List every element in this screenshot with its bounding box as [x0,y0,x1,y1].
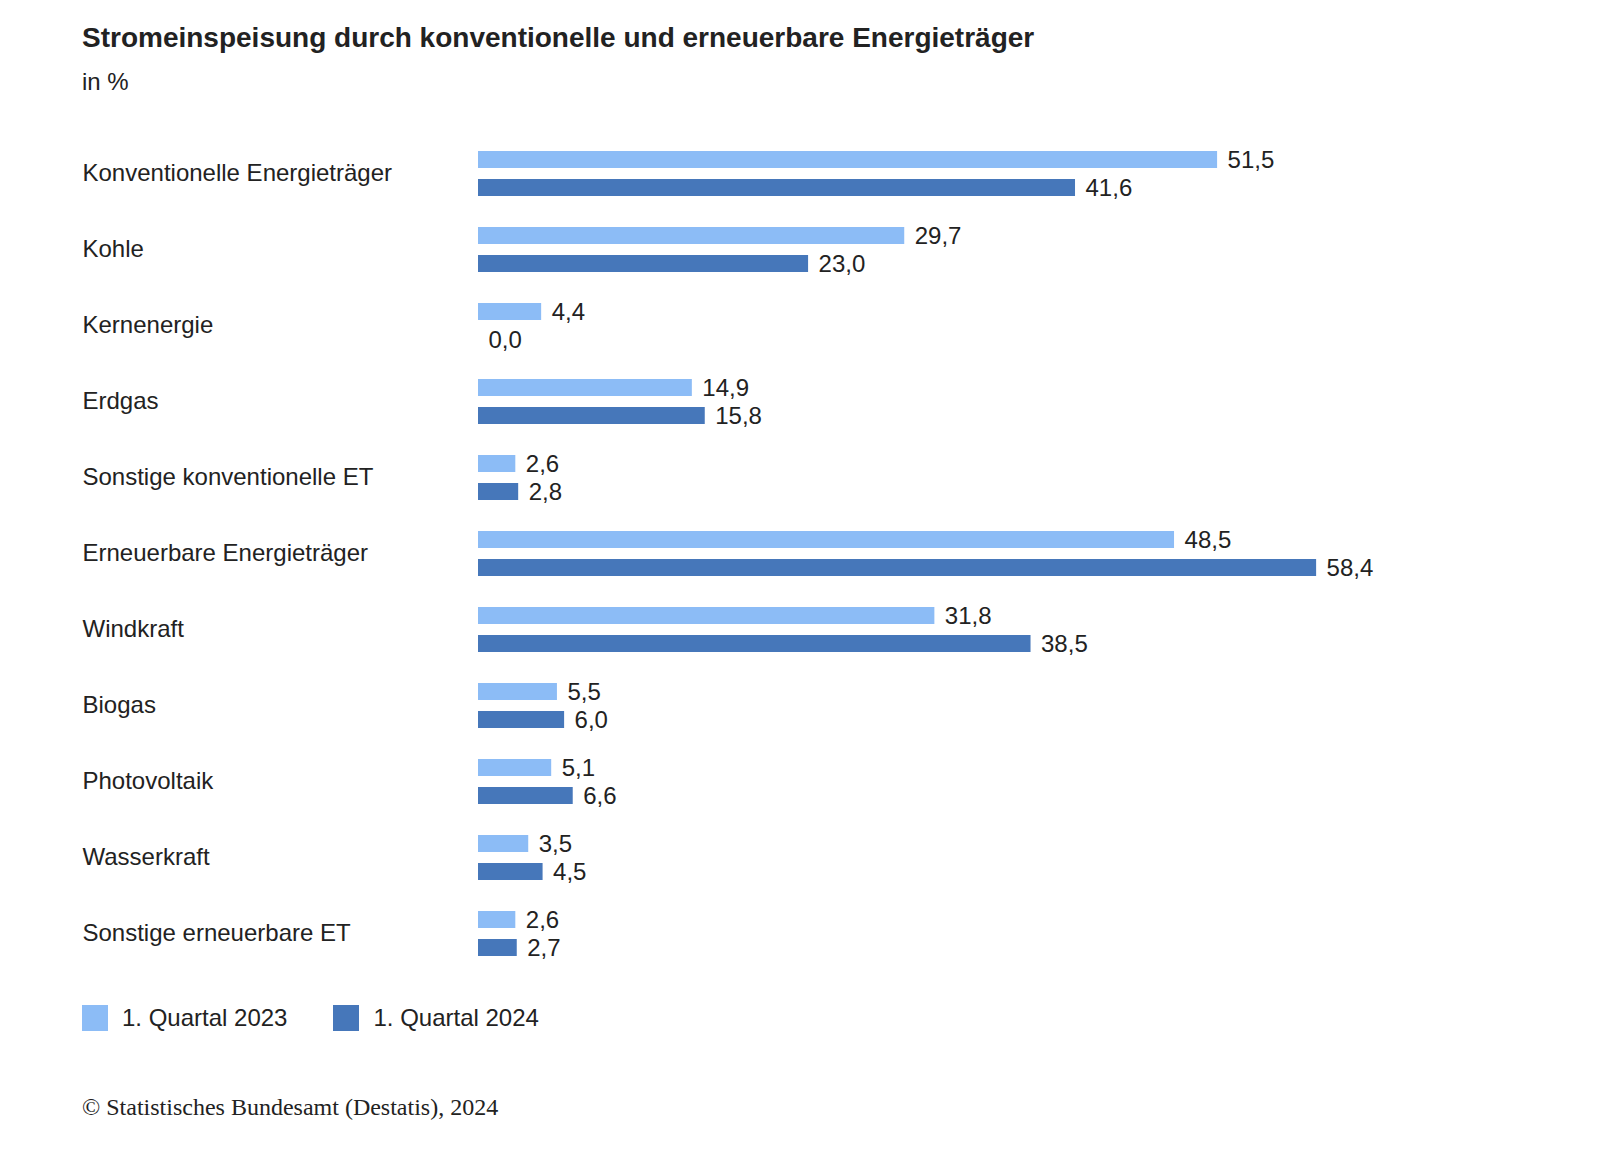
svg-text:Konventionelle Energieträger: Konventionelle Energieträger [83,159,393,186]
svg-text:23,0: 23,0 [819,250,866,277]
svg-text:2,6: 2,6 [526,450,559,477]
svg-text:14,9: 14,9 [702,374,749,401]
svg-text:5,5: 5,5 [567,678,600,705]
svg-text:41,6: 41,6 [1086,174,1133,201]
svg-text:Erneuerbare Energieträger: Erneuerbare Energieträger [83,539,369,566]
svg-text:Photovoltaik: Photovoltaik [83,767,215,794]
svg-text:31,8: 31,8 [945,602,992,629]
html-text:in %: in % [82,68,129,95]
svg-text:Sonstige erneuerbare ET: Sonstige erneuerbare ET [83,919,352,946]
svg-text:4,5: 4,5 [553,858,586,885]
svg-text:58,4: 58,4 [1327,554,1374,581]
svg-text:48,5: 48,5 [1185,526,1232,553]
svg-text:38,5: 38,5 [1041,630,1088,657]
svg-text:6,6: 6,6 [583,782,616,809]
html-text:Stromeinspeisung durch konvent: Stromeinspeisung durch konventionelle un… [82,22,1035,53]
svg-text:Erdgas: Erdgas [83,387,159,414]
svg-text:6,0: 6,0 [575,706,608,733]
svg-text:Kohle: Kohle [83,235,144,262]
svg-text:2,6: 2,6 [526,906,559,933]
svg-text:29,7: 29,7 [915,222,962,249]
svg-text:4,4: 4,4 [552,298,585,325]
svg-text:15,8: 15,8 [715,402,762,429]
html-text:© Statistisches Bundesamt (Des: © Statistisches Bundesamt (Destatis), 20… [82,1094,499,1120]
svg-text:Biogas: Biogas [83,691,156,718]
svg-text:3,5: 3,5 [539,830,572,857]
svg-text:2,8: 2,8 [529,478,562,505]
svg-text:Sonstige konventionelle ET: Sonstige konventionelle ET [83,463,374,490]
svg-text:5,1: 5,1 [562,754,595,781]
html-text:1. Quartal 2023: 1. Quartal 2023 [122,1004,288,1031]
svg-text:Windkraft: Windkraft [83,615,185,642]
svg-text:Wasserkraft: Wasserkraft [83,843,210,870]
svg-text:0,0: 0,0 [489,326,522,353]
html-text:1. Quartal 2024: 1. Quartal 2024 [373,1004,539,1031]
svg-text:51,5: 51,5 [1228,146,1275,173]
svg-text:2,7: 2,7 [527,934,560,961]
svg-text:Kernenergie: Kernenergie [83,311,214,338]
